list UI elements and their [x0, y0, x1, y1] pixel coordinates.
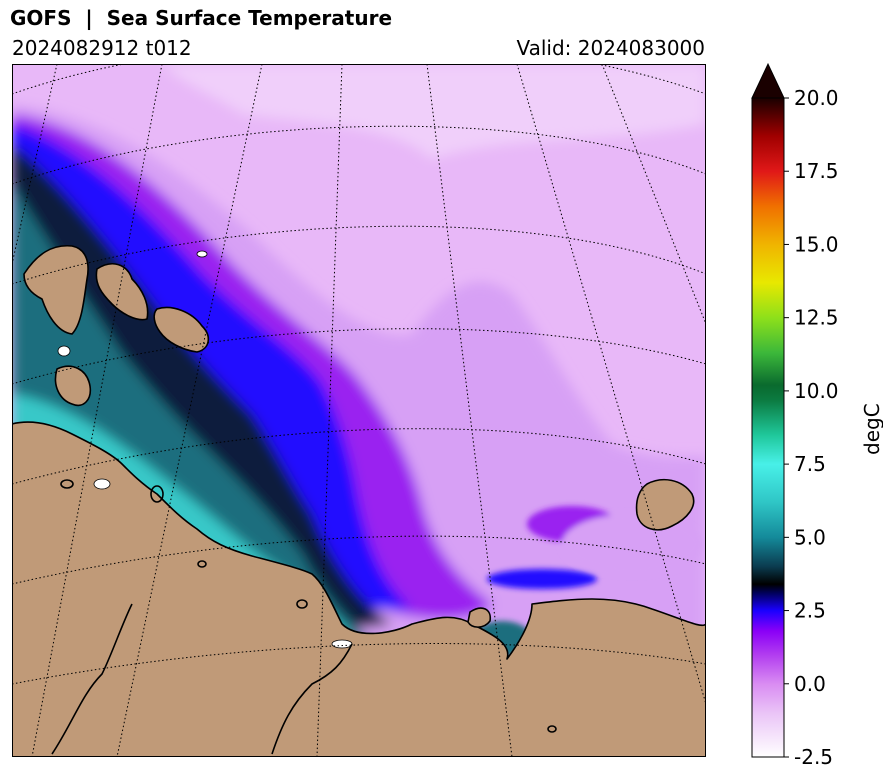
warm-pocket-bay: [487, 569, 597, 589]
colorbar-tick-label: 15.0: [794, 232, 839, 256]
meridian-6: [516, 64, 706, 705]
island-gulf: [467, 607, 492, 628]
warm-pocket-east-2: [562, 514, 702, 574]
parallel-5: [12, 428, 706, 485]
colorbar-label: degC: [860, 403, 883, 455]
lake-4: [296, 599, 308, 609]
lake-2: [150, 485, 164, 503]
colorbar-extend-arrow: [751, 62, 785, 99]
river-2: [271, 643, 353, 755]
sst-map: [12, 64, 706, 757]
colorbar-tick-label: -2.5: [794, 745, 833, 769]
meridian-7: [601, 64, 706, 325]
ice-patch-2: [196, 250, 208, 258]
lake-3: [197, 560, 207, 568]
meridian-5: [426, 64, 513, 757]
colorbar-tick-label: 7.5: [794, 452, 826, 476]
island-kolguev: [54, 365, 92, 406]
colorbar-tick-label: 2.5: [794, 599, 826, 623]
lake-5: [547, 725, 557, 733]
colorbar-tick-label: 10.0: [794, 379, 839, 403]
map-frame: [12, 64, 706, 757]
island-north-1: [23, 245, 89, 335]
colorbar-tick-label: 5.0: [794, 525, 826, 549]
colorbar: 20.0 17.5 15.0 12.5 10.0 7.5 5.0 2.5 0.0 -2.5: [751, 62, 839, 769]
run-label: 2024082912 t012: [12, 36, 192, 60]
colorbar-tick-label: 20.0: [794, 86, 839, 110]
parallel-4: [12, 328, 706, 385]
map-title: GOFS | Sea Surface Temperature: [10, 6, 393, 30]
colorbar-gradient: [751, 97, 785, 758]
lake-1: [60, 479, 74, 489]
colorbar-tick-label: 17.5: [794, 159, 839, 183]
river-1: [51, 603, 133, 755]
island-north-2: [95, 263, 149, 321]
ice-patch-3: [93, 478, 111, 490]
ice-patch-1: [57, 345, 71, 357]
valid-label: Valid: 2024083000: [516, 36, 705, 60]
colorbar-tick-label: 0.0: [794, 672, 826, 696]
meridian-2: [31, 64, 163, 757]
ice-patch-4: [331, 639, 353, 649]
mainland: [12, 421, 706, 757]
parallel-1: [12, 64, 706, 95]
island-north-3: [153, 306, 210, 353]
polar-water: [162, 64, 706, 159]
parallel-6: [12, 535, 706, 585]
colorbar-tick-label: 12.5: [794, 306, 839, 330]
